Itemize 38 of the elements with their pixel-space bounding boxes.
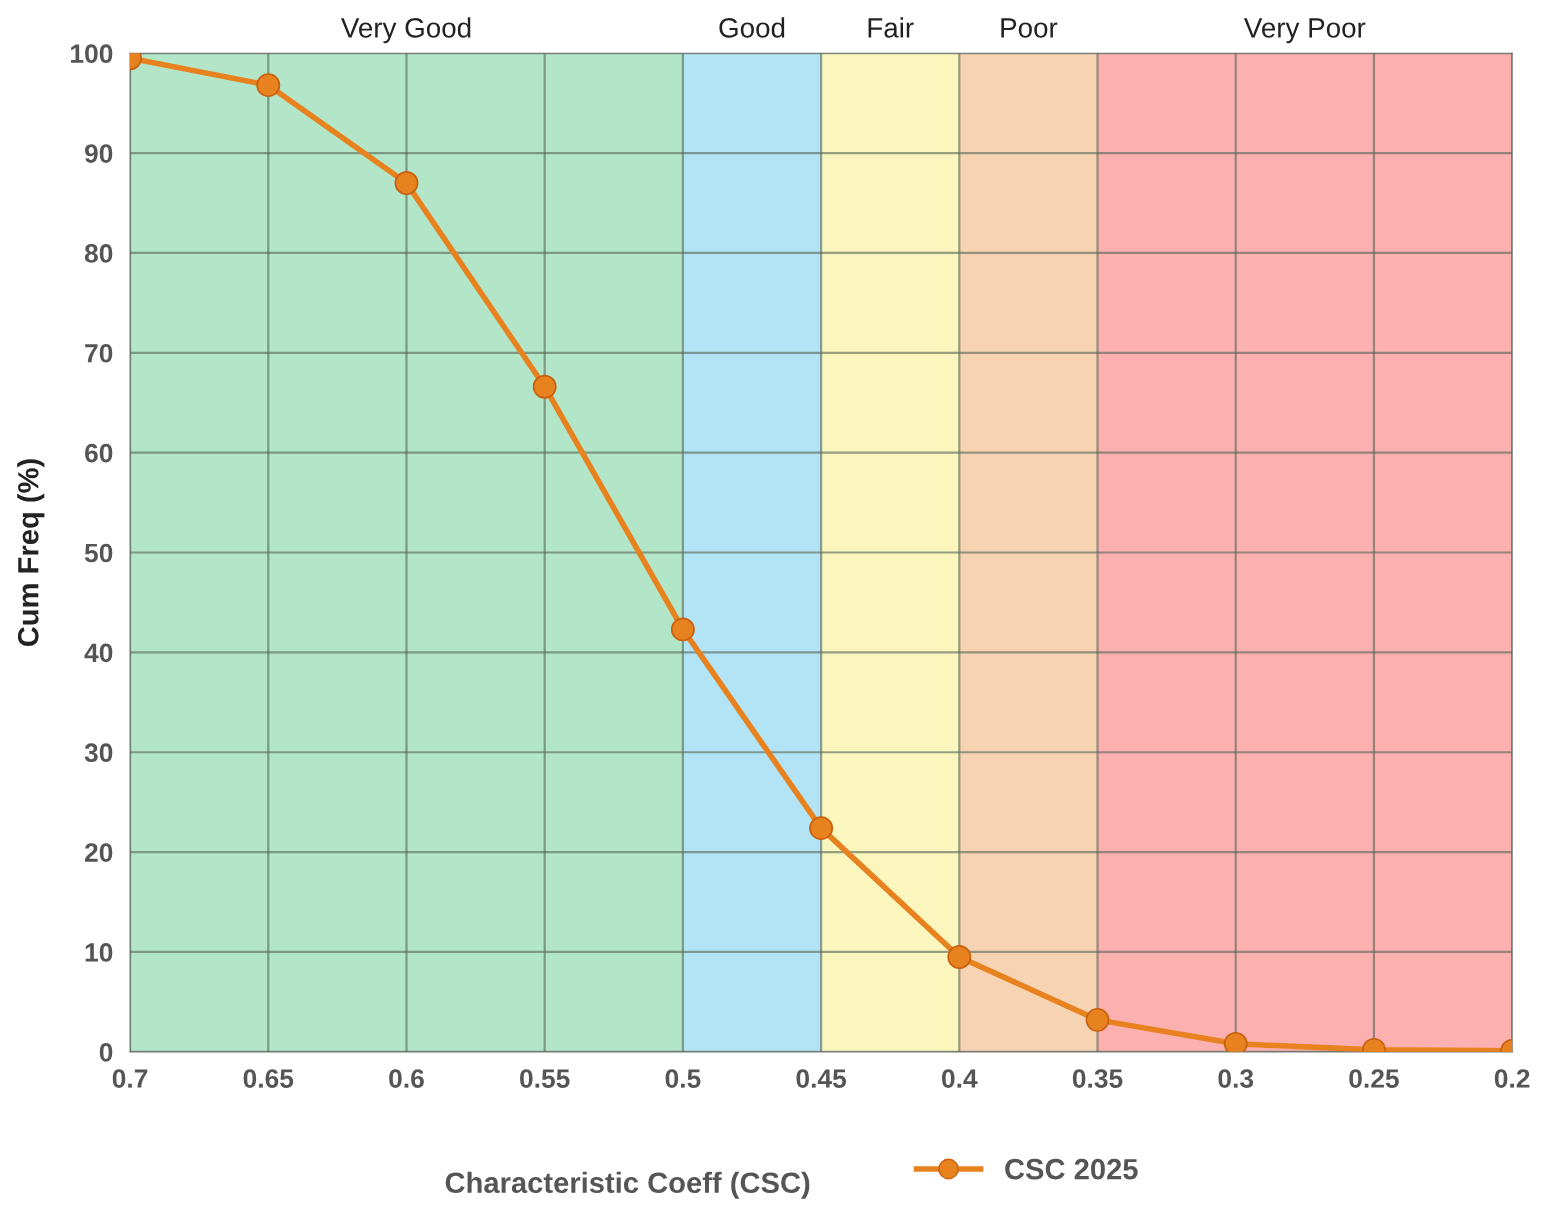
x-tick-label: 0.3 xyxy=(1218,1069,1254,1088)
y-tick-label: 10 xyxy=(85,943,113,962)
y-tick-label: 50 xyxy=(84,543,113,563)
x-tick-label: 0.5 xyxy=(665,1069,701,1088)
point xyxy=(256,73,281,98)
x-tick-label: 0.65 xyxy=(243,1069,294,1088)
legend-label: CSC 2025 xyxy=(1005,1158,1138,1180)
point xyxy=(670,617,695,642)
x-tick-label: 0.45 xyxy=(796,1069,847,1088)
y-tick-label: 0 xyxy=(99,1042,113,1062)
y-tick-label: 70 xyxy=(85,343,113,363)
y-tick-label: 90 xyxy=(84,144,113,163)
band-label: Poor xyxy=(1001,18,1058,38)
x-tick-label: 0.35 xyxy=(1072,1069,1123,1088)
y-tick-label: 30 xyxy=(84,743,113,763)
x-tick-label: 0.2 xyxy=(1494,1069,1530,1088)
y-tick-label: 100 xyxy=(71,44,113,64)
x-tick-label: 0.55 xyxy=(520,1069,570,1088)
y-tick-label: 80 xyxy=(84,244,113,263)
point xyxy=(1223,1031,1248,1052)
x-tick-label: 0.6 xyxy=(389,1069,424,1088)
y-tick-label: 60 xyxy=(85,443,113,463)
x-tick-label: 0.7 xyxy=(112,1069,148,1088)
x-axis-title: Characteristic Coeff (CSC) xyxy=(445,1171,810,1199)
y-tick-label: 20 xyxy=(84,843,113,862)
point xyxy=(809,816,834,841)
x-tick-label: 0.4 xyxy=(942,1069,978,1088)
point xyxy=(1085,1007,1110,1032)
y-axis-title: Cum Freq (%) xyxy=(17,459,45,647)
point xyxy=(532,374,557,399)
band-label: Very Poor xyxy=(1243,18,1366,44)
band-label: Very Good xyxy=(340,17,471,44)
x-tick-label: 0.25 xyxy=(1349,1069,1399,1088)
band-label: Good xyxy=(719,17,785,38)
point xyxy=(947,945,972,969)
y-tick-label: 40 xyxy=(84,643,113,663)
point xyxy=(394,171,419,195)
band-label: Fair xyxy=(868,17,914,38)
